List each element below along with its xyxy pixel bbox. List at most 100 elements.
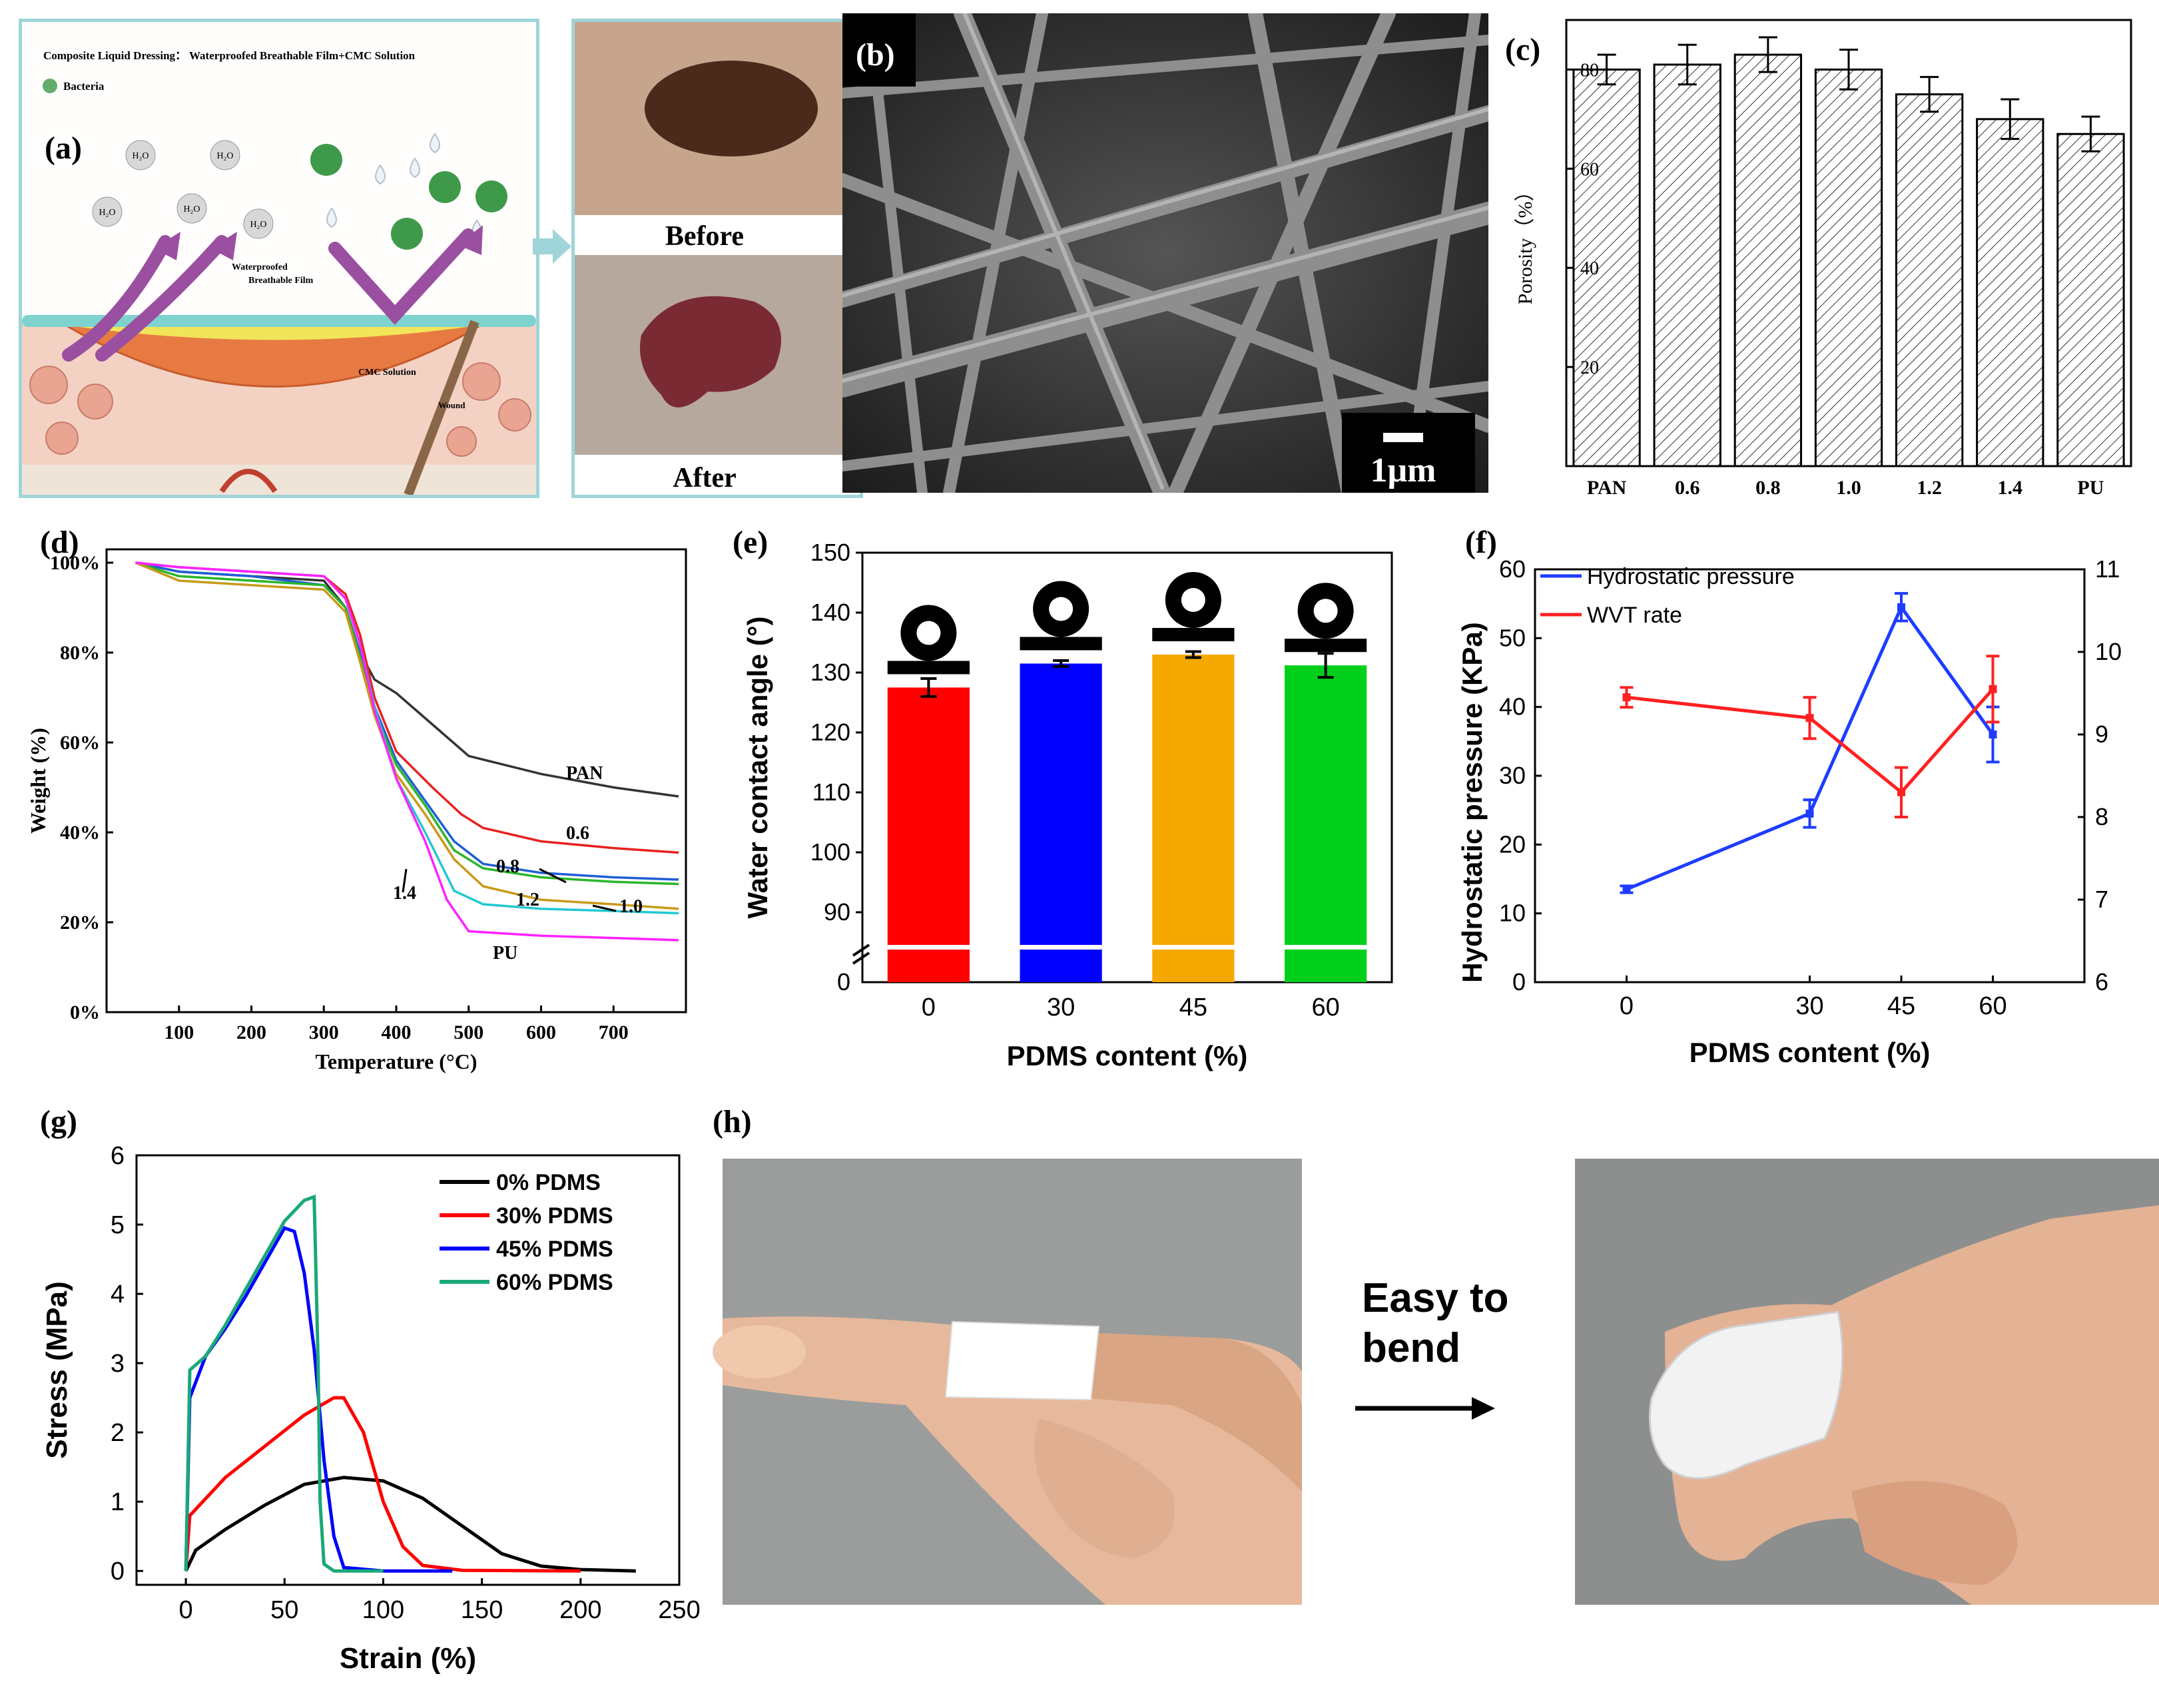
- bacteria-legend-label: Bacteria: [63, 80, 105, 93]
- x-tick-label: 300: [309, 1021, 339, 1043]
- series-line: [184, 1476, 636, 1573]
- bar-break: [1020, 945, 1102, 950]
- x-tick-label: 100: [362, 1596, 404, 1624]
- y-axis-label: Weight (%): [26, 728, 50, 834]
- plot-frame: [861, 551, 1393, 984]
- right-arrow-icon: [533, 229, 571, 264]
- panel-e: (e) 90 100 110 120 130 140 150 0 Water contact a…: [726, 519, 1405, 1092]
- y-tick-label: 80%: [60, 642, 100, 664]
- y-tick-label: 40%: [60, 822, 100, 844]
- y2-tick-label: 7: [2095, 886, 2108, 913]
- arrow-heads: [154, 225, 483, 260]
- y-axis-label: Hydrostatic pressure (KPa): [1456, 622, 1488, 983]
- tga-line-chart: (d) 100 200 300 400 500 600 700 0% 20% 40% 60% 80% 1…: [26, 525, 687, 1073]
- data-point: [1897, 603, 1905, 611]
- x-tick-label: 100: [164, 1021, 194, 1043]
- series-line: [184, 1396, 581, 1573]
- curve-annotation: PU: [493, 943, 517, 964]
- bending-photos: (h) Easy to bend: [713, 1104, 2159, 1605]
- x-tick-label: 60: [1979, 992, 2006, 1020]
- y2-tick-label: 6: [2095, 968, 2108, 996]
- y-tick-label: 60%: [60, 732, 100, 754]
- y-tick-label: 5: [111, 1211, 125, 1239]
- schematic-title: Composite Liquid Dressing： Waterproofed …: [43, 49, 416, 62]
- x-tick-label: 200: [236, 1021, 266, 1043]
- x-tick-label: 1.0: [1836, 477, 1861, 499]
- panel-d: (d) 100 200 300 400 500 600 700 0% 20% 40% 60% 80% 1…: [13, 519, 699, 1092]
- y-tick-label: 40: [1499, 693, 1526, 720]
- cmc-solution-layer: [65, 325, 481, 340]
- stress-strain-chart: (g) 0 50 100 150 200 250 0 1 2 3 4 5 6 Strain (%) Stre…: [40, 1104, 701, 1675]
- y-tick-label: 4: [111, 1281, 125, 1308]
- bar: [887, 687, 970, 982]
- bar: [1976, 118, 2044, 467]
- droplet-substrate: [1152, 628, 1235, 641]
- x-tick-label: 500: [454, 1021, 483, 1043]
- x-tick-label: 1.4: [1998, 477, 2023, 499]
- annotation-arrow: [539, 868, 567, 884]
- x-tick-label: 600: [526, 1021, 556, 1043]
- curve-annotation: 0.6: [566, 823, 589, 844]
- x-tick-label: 45: [1179, 994, 1207, 1021]
- film-label-1: Waterproofed: [232, 262, 288, 272]
- wound-dressing-schematic: Composite Liquid Dressing： Waterproofed …: [22, 49, 536, 497]
- y-tick-label: 130: [810, 659, 850, 686]
- x-axis-label: Temperature (°C): [316, 1049, 477, 1073]
- scale-bar-label: 1μm: [1371, 451, 1436, 489]
- series-line: [1626, 603, 1995, 891]
- y-tick-label: 140: [810, 599, 850, 626]
- curve-annotation: 1.0: [619, 896, 643, 917]
- x-tick-label: 150: [461, 1596, 503, 1624]
- hand-bent: [1665, 1205, 2159, 1605]
- bar: [1285, 665, 1367, 982]
- before-wound: [645, 61, 818, 156]
- panel-label-b: (b): [856, 37, 895, 73]
- panel-label-a: (a): [45, 131, 82, 166]
- x-tick-label: 200: [559, 1596, 601, 1624]
- label-box: [842, 13, 916, 87]
- y-tick-label: 2: [111, 1419, 125, 1447]
- x-tick-label: PAN: [1587, 477, 1627, 499]
- contact-angle-bar-chart: (e) 90 100 110 120 130 140 150 0 Water contact a…: [733, 525, 1393, 1071]
- y-tick-label: 120: [810, 718, 850, 746]
- bar: [1895, 93, 1964, 467]
- panel-label-d: (d): [40, 525, 79, 560]
- wound-cavity: [61, 324, 485, 388]
- series-line-0-8: [135, 561, 679, 881]
- panel-label-c: (c): [1505, 32, 1540, 67]
- plot-frame: [135, 1154, 681, 1586]
- water-label: H₂O: [250, 220, 266, 230]
- bar: [1733, 53, 1803, 467]
- panel-label-g: (g): [40, 1104, 77, 1139]
- bar-break: [1285, 945, 1367, 950]
- x-tick-label: 30: [1795, 992, 1823, 1020]
- bar-break: [1152, 945, 1235, 950]
- sem-image: (b) 1μm: [842, 13, 1488, 493]
- x-tick-label: 0: [1620, 992, 1634, 1020]
- panel-f: (f) 0 10 20 30 40 50 60 6 7 8 9 10 11 0 30 45 60 PDMS con…: [1452, 519, 2159, 1092]
- y-tick-label: 150: [810, 539, 850, 566]
- bacteria-legend-icon: [43, 79, 57, 93]
- series-line-PU: [135, 561, 679, 942]
- y-axis-label: Water contact angle (°): [742, 617, 773, 919]
- x-tick-label: 1.2: [1917, 477, 1942, 499]
- y-tick-label: 0%: [70, 1001, 100, 1023]
- legend-label: 60% PDMS: [496, 1270, 613, 1295]
- x-tick-label: 400: [382, 1021, 412, 1043]
- y-tick-label: 0: [837, 968, 850, 996]
- dressing-film-bent: [1649, 1310, 1844, 1480]
- y2-tick-label: 10: [2095, 638, 2122, 665]
- scale-bar-box: [1342, 413, 1475, 493]
- after-wound: [640, 296, 781, 408]
- x-tick-label: 0.6: [1675, 477, 1700, 499]
- bar: [1020, 663, 1102, 982]
- film-label-2: Breathable Film: [248, 276, 314, 286]
- y-tick-label: 100: [810, 838, 850, 866]
- panel-label-f: (f): [1465, 525, 1497, 560]
- before-label: Before: [665, 221, 744, 252]
- panel-c: (c) 20406080Porosity（%）PAN0.60.81.01.21.…: [1492, 13, 2158, 506]
- x-axis-label: PDMS content (%): [1007, 1040, 1248, 1071]
- y-tick-label: 90: [824, 898, 850, 926]
- data-point: [1989, 685, 1997, 693]
- series-line-1-0: [135, 561, 679, 886]
